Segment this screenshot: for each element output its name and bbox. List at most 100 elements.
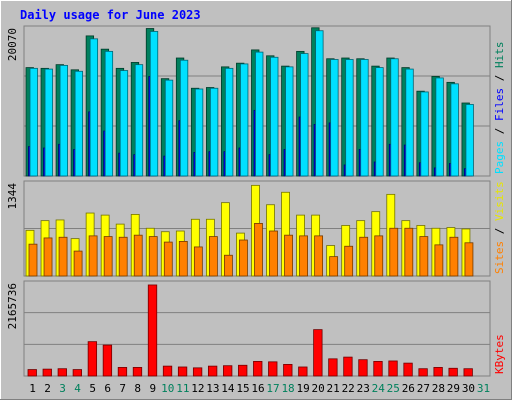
bar-sites-day-17 xyxy=(269,230,278,277)
x-tick-label-day-19: 19 xyxy=(296,382,309,395)
x-tick-label-day-27: 27 xyxy=(417,382,430,395)
bar-pages-day-23 xyxy=(360,59,369,177)
legend-text: Sites / Visits xyxy=(493,181,506,274)
bar-sites-day-5 xyxy=(88,235,98,277)
bar-pages-day-9 xyxy=(149,31,159,177)
bar-sites-day-25 xyxy=(389,227,399,277)
legend-separator: / xyxy=(493,68,506,88)
x-tick-label-day-1: 1 xyxy=(29,382,36,395)
x-tick-label-day-16: 16 xyxy=(251,382,264,395)
bar-sites-day-16 xyxy=(254,223,263,277)
bar-pages-day-3 xyxy=(59,64,68,177)
bar-sites-day-9 xyxy=(148,236,158,277)
legend-text: KBytes xyxy=(493,334,506,374)
bar-sites-day-12 xyxy=(193,246,203,277)
bar-pages-day-5 xyxy=(89,38,99,177)
x-tick-label-day-5: 5 xyxy=(89,382,96,395)
x-tick-label-day-10: 10 xyxy=(161,382,174,395)
bar-kbytes-day-17 xyxy=(268,361,278,377)
x-tick-label-day-23: 23 xyxy=(357,382,370,395)
bar-kbytes-day-16 xyxy=(253,360,263,377)
legend-hits: Hits xyxy=(493,42,506,69)
x-tick-label-day-29: 29 xyxy=(447,382,460,395)
bar-kbytes-day-21 xyxy=(328,358,338,377)
bar-kbytes-day-1 xyxy=(27,369,37,377)
bar-kbytes-day-4 xyxy=(72,369,82,377)
x-tick-label-day-9: 9 xyxy=(149,382,156,395)
bar-sites-day-1 xyxy=(28,243,38,277)
x-tick-label-day-12: 12 xyxy=(191,382,204,395)
x-tick-label-day-30: 30 xyxy=(462,382,475,395)
bar-pages-day-14 xyxy=(225,67,234,177)
legend-panel-3: KBytes xyxy=(493,334,506,374)
bar-pages-day-21 xyxy=(330,59,339,177)
y-axis-max-label: 1344 xyxy=(6,183,19,210)
bar-sites-day-15 xyxy=(239,239,248,277)
bar-kbytes-day-20 xyxy=(313,329,323,377)
bar-kbytes-day-9 xyxy=(147,284,158,377)
bar-sites-day-21 xyxy=(329,256,339,277)
bar-sites-day-24 xyxy=(374,235,384,277)
x-tick-label-day-4: 4 xyxy=(74,382,81,395)
bar-pages-day-25 xyxy=(390,58,399,177)
y-axis-max-label: 2165736 xyxy=(6,283,19,329)
bar-kbytes-day-30 xyxy=(463,368,473,377)
x-tick-label-day-6: 6 xyxy=(104,382,111,395)
legend-text: Pages / Files / Hits xyxy=(493,42,506,175)
bar-pages-day-22 xyxy=(345,59,354,177)
bar-pages-day-11 xyxy=(179,59,189,177)
bar-kbytes-day-22 xyxy=(343,356,353,377)
bar-pages-day-17 xyxy=(270,56,279,177)
x-tick-label-day-3: 3 xyxy=(59,382,66,395)
bar-pages-day-26 xyxy=(405,68,414,177)
x-tick-label-day-11: 11 xyxy=(176,382,189,395)
bar-sites-day-20 xyxy=(314,235,324,277)
bar-kbytes-day-18 xyxy=(283,364,293,377)
bar-sites-day-11 xyxy=(178,241,188,277)
bar-sites-day-10 xyxy=(163,241,173,277)
bar-kbytes-day-12 xyxy=(192,367,203,377)
legend-sites: Sites xyxy=(493,241,506,274)
bar-pages-day-30 xyxy=(465,104,474,177)
bar-kbytes-day-3 xyxy=(57,368,67,377)
x-tick-label-day-13: 13 xyxy=(206,382,219,395)
bar-pages-day-2 xyxy=(44,68,53,177)
panel-2: 1344 Sites / Visits xyxy=(6,180,506,277)
bar-pages-day-20 xyxy=(315,30,324,177)
bar-pages-day-10 xyxy=(164,79,174,177)
bar-kbytes-day-14 xyxy=(223,365,233,377)
bar-sites-day-22 xyxy=(344,245,354,277)
bar-kbytes-day-15 xyxy=(238,364,248,377)
bar-sites-day-13 xyxy=(208,236,218,277)
bar-kbytes-day-10 xyxy=(162,365,173,377)
bar-pages-day-6 xyxy=(104,50,114,177)
bar-sites-day-2 xyxy=(43,237,53,277)
bar-sites-day-4 xyxy=(73,250,83,277)
x-tick-label-day-18: 18 xyxy=(281,382,294,395)
bar-sites-day-14 xyxy=(224,254,233,277)
bar-kbytes-day-23 xyxy=(358,359,368,377)
x-tick-label-day-15: 15 xyxy=(236,382,249,395)
chart-panels: 20070 Pages / Files / Hits 1344 Sites / Vis… xyxy=(6,25,506,377)
x-tick-label-day-7: 7 xyxy=(119,382,126,395)
legend-panel-2: Sites / Visits xyxy=(493,181,506,274)
bar-sites-day-18 xyxy=(284,234,293,277)
bar-sites-day-6 xyxy=(103,236,113,277)
bar-sites-day-26 xyxy=(404,227,414,277)
bar-pages-day-7 xyxy=(119,70,129,177)
x-tick-label-day-14: 14 xyxy=(221,382,235,395)
legend-pages: Pages xyxy=(493,141,506,174)
bar-kbytes-day-5 xyxy=(87,341,98,377)
legend-kbytes: KBytes xyxy=(493,334,506,374)
bar-pages-day-13 xyxy=(209,87,219,177)
bar-kbytes-day-27 xyxy=(418,368,428,377)
bar-kbytes-day-6 xyxy=(102,344,113,377)
x-tick-label-day-31: 31 xyxy=(477,382,490,395)
bar-pages-day-27 xyxy=(420,91,429,177)
bar-kbytes-day-7 xyxy=(117,367,128,377)
bar-kbytes-day-26 xyxy=(403,362,413,377)
bar-sites-day-8 xyxy=(133,234,143,277)
bar-kbytes-day-19 xyxy=(298,366,308,377)
x-tick-label-day-26: 26 xyxy=(402,382,415,395)
